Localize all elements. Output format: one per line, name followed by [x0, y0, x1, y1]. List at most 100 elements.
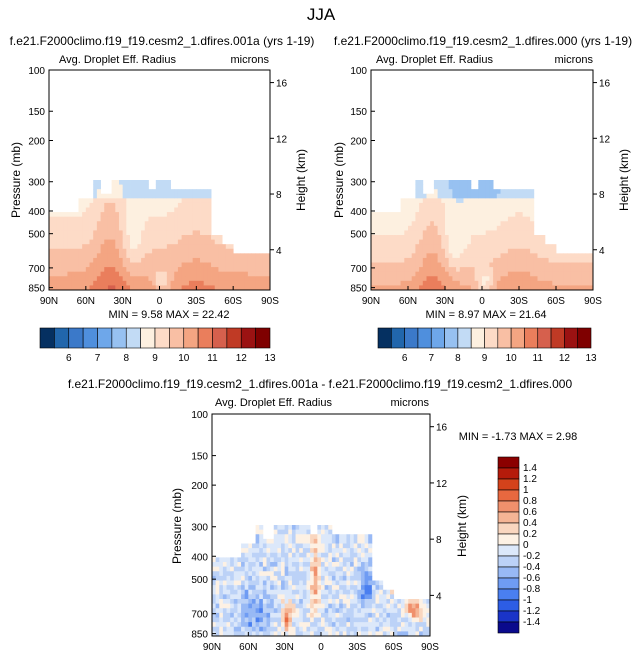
field-cell — [328, 543, 333, 549]
field-cell — [52, 253, 57, 259]
field-cell — [52, 221, 57, 227]
field-cell — [317, 529, 322, 535]
field-cell — [441, 276, 446, 282]
field-cell — [478, 230, 483, 236]
field-cell — [170, 285, 175, 291]
field-cell — [474, 267, 479, 273]
field-cell — [291, 552, 296, 558]
field-cell — [281, 548, 286, 554]
field-cell — [82, 202, 87, 208]
field-cell — [63, 212, 68, 218]
field-cell — [478, 244, 483, 250]
field-cell — [422, 253, 427, 259]
field-cell — [346, 599, 351, 605]
field-cell — [364, 543, 369, 549]
colorbar-swatch — [97, 327, 113, 349]
field-cell — [233, 612, 238, 618]
field-cell — [281, 557, 286, 563]
field-cell — [115, 253, 120, 259]
field-cell — [104, 244, 109, 250]
field-cell — [174, 235, 179, 240]
field-cell — [273, 525, 278, 531]
field-cell — [211, 285, 216, 291]
colorbar-label: 8 — [455, 353, 461, 364]
field-cell — [364, 548, 369, 554]
field-cell — [411, 239, 416, 245]
field-cell — [82, 235, 87, 240]
field-cell — [419, 230, 424, 236]
field-cell — [452, 285, 457, 291]
field-cell — [130, 257, 135, 263]
field-cell — [255, 280, 260, 286]
x-tick-label: 60S — [547, 296, 565, 307]
field-cell — [266, 608, 271, 614]
colorbar-label: 10 — [506, 353, 518, 364]
field-cell — [248, 626, 253, 632]
field-cell — [174, 198, 179, 204]
field-cell — [218, 253, 223, 259]
field-cell — [364, 622, 369, 628]
field-cell — [452, 271, 457, 277]
field-cell — [448, 253, 453, 259]
field-cell — [408, 603, 413, 609]
field-cell — [335, 594, 340, 600]
field-cell — [459, 225, 464, 231]
field-cell — [181, 276, 186, 282]
field-cell — [419, 212, 424, 218]
field-cell — [422, 280, 427, 286]
field-cell — [360, 534, 365, 540]
field-cell — [126, 280, 131, 286]
figure-title: JJA — [307, 5, 336, 24]
field-cell — [544, 276, 549, 282]
field-cell — [222, 575, 227, 581]
field-cell — [122, 253, 127, 259]
field-cell — [346, 594, 351, 600]
field-cell — [335, 571, 340, 577]
field-cell — [445, 271, 450, 277]
field-cell — [262, 276, 267, 282]
field-cell — [166, 193, 171, 199]
field-cell — [357, 575, 362, 581]
field-cell — [89, 202, 94, 208]
field-cell — [452, 230, 457, 236]
field-cell — [60, 248, 65, 254]
field-cell — [350, 534, 355, 540]
field-cell — [433, 257, 438, 263]
field-cell — [504, 244, 509, 250]
field-cell — [482, 253, 487, 259]
field-cell — [360, 599, 365, 605]
field-cell — [489, 184, 494, 190]
field-cell — [544, 285, 549, 291]
field-cell — [382, 244, 387, 250]
field-cell — [496, 253, 501, 259]
field-cell — [159, 276, 164, 282]
field-cell — [181, 221, 186, 227]
field-cell — [522, 276, 527, 282]
field-cell — [219, 557, 224, 563]
field-cell — [192, 207, 197, 213]
field-cell — [411, 622, 416, 628]
field-cell — [93, 253, 98, 259]
field-cell — [100, 212, 105, 218]
field-cell — [236, 253, 241, 259]
field-cell — [371, 589, 376, 595]
field-cell — [400, 235, 405, 240]
field-cell — [273, 589, 278, 595]
field-cell — [474, 276, 479, 282]
field-cell — [478, 207, 483, 213]
field-cell — [104, 198, 109, 204]
field-cell — [386, 622, 391, 628]
field-cell — [111, 225, 116, 231]
field-cell — [122, 216, 127, 222]
field-cell — [71, 225, 76, 231]
field-cell — [233, 285, 238, 291]
field-cell — [526, 198, 531, 204]
field-cell — [284, 538, 289, 544]
field-cell — [144, 184, 149, 190]
field-cell — [277, 538, 282, 544]
field-cell — [335, 603, 340, 609]
field-cell — [371, 267, 376, 273]
field-cell — [107, 225, 113, 231]
field-cell — [397, 622, 402, 628]
field-cell — [422, 599, 427, 605]
